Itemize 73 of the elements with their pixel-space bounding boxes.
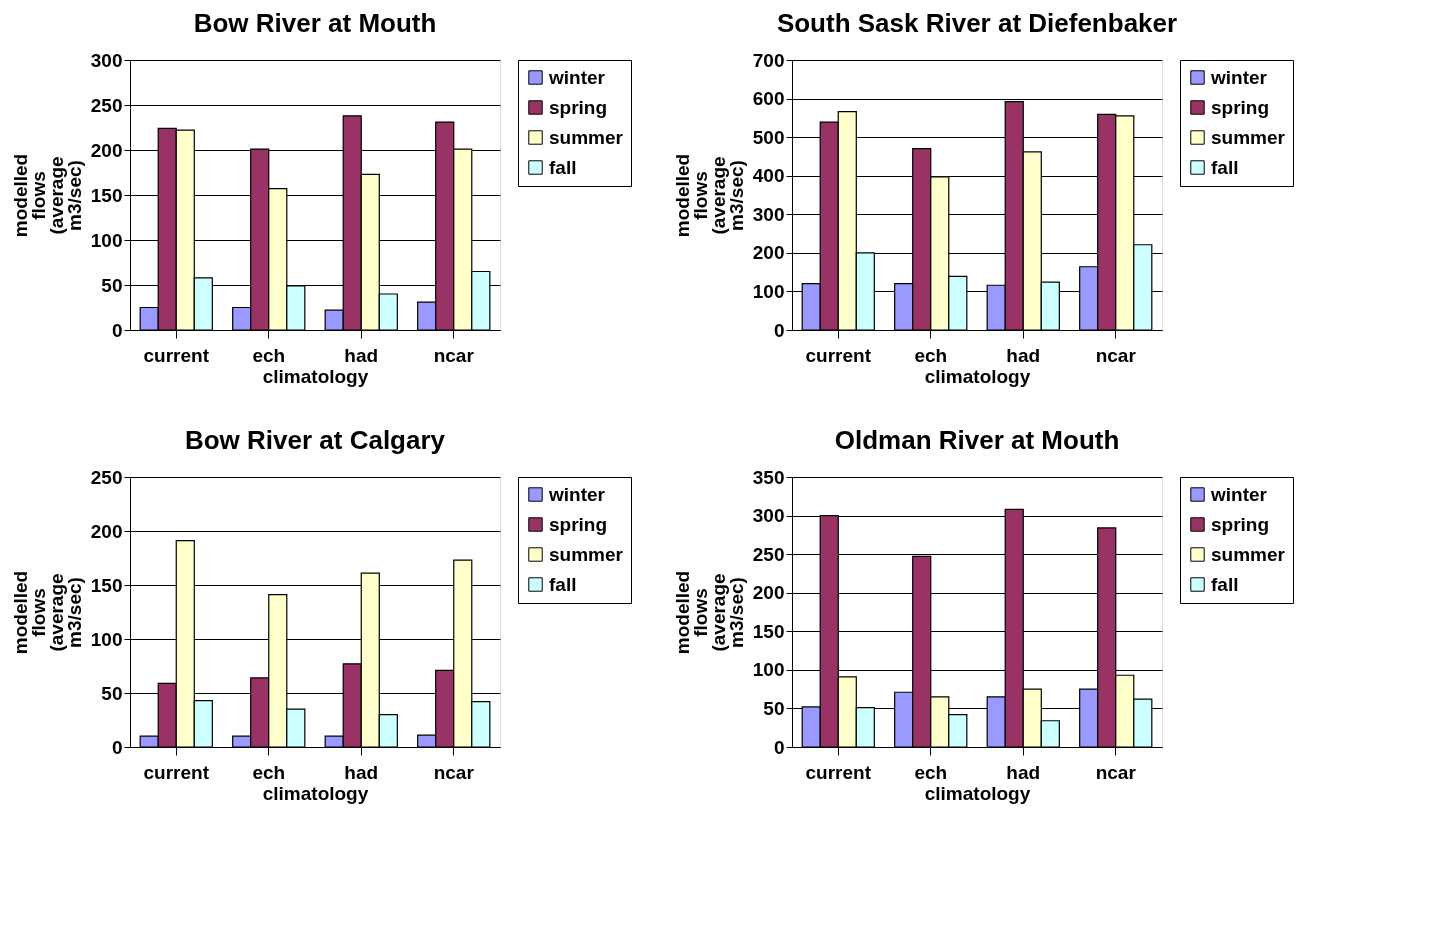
y-axis-title: modelled flows (average m3/sec)	[671, 153, 747, 238]
y-tick-label: 400	[752, 165, 785, 187]
x-tick-label: current	[143, 761, 210, 783]
y-tick-label: 500	[752, 126, 785, 148]
legend-label: spring	[549, 513, 608, 535]
x-tick-label: ech	[252, 344, 286, 366]
y-tick-label: 250	[90, 94, 123, 116]
y-tick-label: 50	[101, 682, 123, 704]
chart-title: South Sask River at Diefenbaker	[776, 8, 1178, 38]
chart-title: Oldman River at Mouth	[834, 425, 1120, 455]
y-tick-label: 200	[752, 582, 785, 604]
legend-label: winter	[1210, 483, 1268, 505]
x-tick-label: current	[805, 344, 872, 366]
y-tick-label: 50	[101, 274, 123, 296]
y-tick-label: 600	[752, 88, 785, 110]
y-tick-label: 0	[773, 319, 785, 341]
legend-label: spring	[549, 96, 608, 118]
x-axis-title: climatology	[924, 782, 1031, 804]
legend-label: fall	[549, 573, 577, 595]
legend-label: winter	[1210, 66, 1268, 88]
x-tick-label: had	[1006, 761, 1041, 783]
x-tick-label: current	[805, 761, 872, 783]
y-tick-label: 700	[752, 49, 785, 71]
x-tick-label: ech	[914, 761, 948, 783]
x-tick-label: ncar	[1095, 761, 1137, 783]
y-axis-title: modelled flows (average m3/sec)	[9, 570, 85, 655]
x-tick-label: had	[344, 761, 379, 783]
y-tick-label: 100	[752, 280, 785, 302]
x-tick-label: ncar	[433, 344, 475, 366]
x-tick-label: ech	[914, 344, 948, 366]
x-tick-label: ncar	[1095, 344, 1137, 366]
legend-label: fall	[549, 156, 577, 178]
x-tick-label: had	[344, 344, 379, 366]
y-tick-label: 200	[752, 242, 785, 264]
legend-label: summer	[1211, 543, 1286, 565]
x-tick-label: ech	[252, 761, 286, 783]
y-tick-label: 100	[90, 229, 123, 251]
x-axis-title: climatology	[262, 782, 369, 804]
chart-title: Bow River at Mouth	[193, 8, 437, 38]
x-tick-label: had	[1006, 344, 1041, 366]
y-tick-label: 200	[90, 520, 123, 542]
y-tick-label: 250	[752, 543, 785, 565]
legend-label: summer	[549, 126, 624, 148]
y-axis-title: modelled flows (average m3/sec)	[671, 570, 747, 655]
y-tick-label: 150	[90, 184, 123, 206]
legend-label: winter	[548, 66, 606, 88]
legend-label: winter	[548, 483, 606, 505]
x-axis-title: climatology	[262, 365, 369, 387]
y-tick-label: 200	[90, 139, 123, 161]
x-tick-label: current	[143, 344, 210, 366]
y-axis-title: modelled flows (average m3/sec)	[9, 153, 85, 238]
y-tick-label: 300	[90, 49, 123, 71]
legend-label: spring	[1211, 513, 1270, 535]
x-axis-title: climatology	[924, 365, 1031, 387]
x-tick-label: ncar	[433, 761, 475, 783]
chart-title: Bow River at Calgary	[184, 425, 446, 455]
y-tick-label: 150	[90, 574, 123, 596]
y-tick-label: 300	[752, 505, 785, 527]
y-tick-label: 100	[90, 628, 123, 650]
y-tick-label: 300	[752, 203, 785, 225]
y-tick-label: 250	[90, 466, 123, 488]
y-tick-label: 0	[111, 319, 123, 341]
y-tick-label: 0	[773, 736, 785, 758]
legend-label: fall	[1211, 156, 1239, 178]
y-tick-label: 50	[763, 697, 785, 719]
y-tick-label: 350	[752, 466, 785, 488]
y-tick-label: 150	[752, 620, 785, 642]
legend-label: spring	[1211, 96, 1270, 118]
legend-label: summer	[549, 543, 624, 565]
legend-label: summer	[1211, 126, 1286, 148]
legend-label: fall	[1211, 573, 1239, 595]
y-tick-label: 0	[111, 736, 123, 758]
y-tick-label: 100	[752, 659, 785, 681]
